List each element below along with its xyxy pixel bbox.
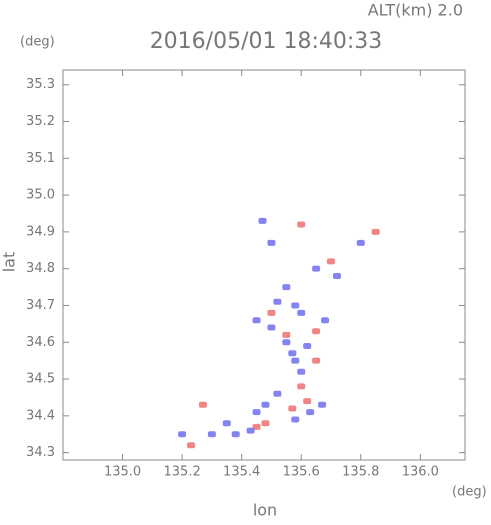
point xyxy=(252,317,261,324)
point xyxy=(297,368,306,375)
y-axis-label: lat xyxy=(0,252,19,273)
x-tick-label: 135.8 xyxy=(342,465,379,480)
y-tick-label: 34.3 xyxy=(26,445,55,460)
point xyxy=(288,405,297,412)
y-tick-label: 34.4 xyxy=(26,408,55,423)
point xyxy=(291,302,300,309)
point xyxy=(327,258,335,265)
point xyxy=(297,309,306,316)
x-tick-label: 135.4 xyxy=(223,465,260,480)
plot-frame xyxy=(62,69,466,461)
point xyxy=(306,409,315,416)
y-tick-label: 35.3 xyxy=(26,77,55,92)
y-tick-label: 35.1 xyxy=(26,151,55,166)
point xyxy=(282,339,291,346)
point xyxy=(198,401,207,408)
point xyxy=(297,221,306,228)
point xyxy=(312,328,321,335)
point xyxy=(267,309,276,316)
point xyxy=(252,409,261,416)
y-tick-label: 34.7 xyxy=(26,298,55,313)
point xyxy=(252,423,261,430)
y-tick-label: 34.8 xyxy=(26,261,55,276)
point xyxy=(321,317,330,324)
point xyxy=(207,431,216,438)
point xyxy=(288,350,297,357)
point xyxy=(312,265,321,272)
point xyxy=(297,383,306,390)
point xyxy=(187,442,196,449)
point xyxy=(291,357,300,364)
point xyxy=(282,331,291,338)
y-tick-label: 34.6 xyxy=(26,335,55,350)
point xyxy=(291,416,300,423)
point xyxy=(261,401,270,408)
x-unit: (deg) xyxy=(452,485,487,500)
point xyxy=(222,420,231,427)
point xyxy=(178,431,187,438)
x-tick-label: 135.2 xyxy=(164,465,201,480)
point xyxy=(371,228,380,235)
x-axis-label: lon xyxy=(253,501,277,520)
point xyxy=(282,284,291,291)
x-tick-label: 136.0 xyxy=(402,465,439,480)
annotation: ALT(km) 2.0 xyxy=(368,1,463,20)
y-unit: (deg) xyxy=(20,35,55,50)
y-tick-label: 35.0 xyxy=(26,188,55,203)
point xyxy=(303,342,312,349)
point xyxy=(273,390,282,397)
point xyxy=(258,217,267,224)
y-tick-label: 35.2 xyxy=(26,114,55,129)
x-tick-label: 135.6 xyxy=(283,465,320,480)
y-tick-label: 34.5 xyxy=(26,372,55,387)
point xyxy=(332,273,341,280)
x-tick-label: 135.0 xyxy=(104,465,141,480)
point xyxy=(261,420,270,427)
point xyxy=(303,398,312,405)
point xyxy=(246,427,255,434)
point xyxy=(273,298,282,305)
point xyxy=(312,357,321,364)
y-tick-label: 34.9 xyxy=(26,224,55,239)
point xyxy=(356,239,365,246)
point xyxy=(267,324,276,331)
point xyxy=(318,401,327,408)
point xyxy=(231,431,240,438)
point xyxy=(267,239,276,246)
chart-title: 2016/05/01 18:40:33 xyxy=(150,29,383,54)
